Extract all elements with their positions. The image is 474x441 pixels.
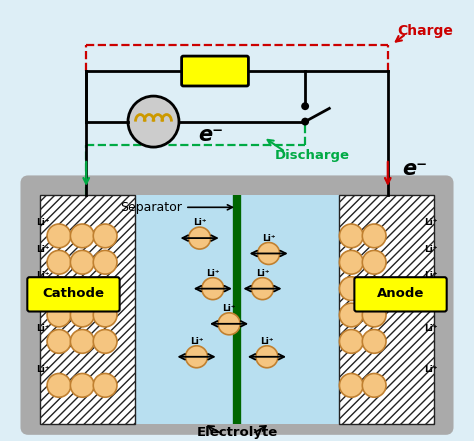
Circle shape xyxy=(93,250,117,274)
Circle shape xyxy=(70,277,94,300)
Circle shape xyxy=(47,250,71,274)
Circle shape xyxy=(218,313,240,335)
Circle shape xyxy=(301,118,309,126)
Circle shape xyxy=(70,329,94,353)
Text: Li⁺: Li⁺ xyxy=(262,234,275,243)
Text: Li⁺: Li⁺ xyxy=(425,271,438,280)
FancyBboxPatch shape xyxy=(182,56,248,86)
Text: Li⁺: Li⁺ xyxy=(36,297,49,306)
Circle shape xyxy=(362,303,386,327)
Text: Li⁺: Li⁺ xyxy=(222,304,236,313)
Circle shape xyxy=(339,277,363,300)
Circle shape xyxy=(93,224,117,248)
Bar xyxy=(339,195,434,424)
Circle shape xyxy=(93,374,117,397)
Text: Li⁺: Li⁺ xyxy=(36,366,49,374)
Text: Li⁺: Li⁺ xyxy=(36,245,49,254)
Circle shape xyxy=(70,224,94,248)
Text: Li⁺: Li⁺ xyxy=(256,269,269,278)
Text: Cathode: Cathode xyxy=(43,288,104,300)
Circle shape xyxy=(47,277,71,300)
Circle shape xyxy=(339,329,363,353)
Bar xyxy=(40,195,434,424)
Circle shape xyxy=(256,346,278,368)
Text: Discharge: Discharge xyxy=(274,149,349,162)
Text: Electrolyte: Electrolyte xyxy=(196,426,278,439)
Circle shape xyxy=(70,374,94,397)
Text: Li⁺: Li⁺ xyxy=(206,269,219,278)
Text: Separator: Separator xyxy=(120,201,232,214)
Text: e⁻: e⁻ xyxy=(198,125,223,145)
Circle shape xyxy=(362,250,386,274)
Circle shape xyxy=(47,329,71,353)
Text: Li⁺: Li⁺ xyxy=(425,366,438,374)
Circle shape xyxy=(70,250,94,274)
Circle shape xyxy=(185,346,208,368)
Text: Charge: Charge xyxy=(398,23,453,37)
Circle shape xyxy=(47,303,71,327)
Circle shape xyxy=(128,96,179,147)
Text: Li⁺: Li⁺ xyxy=(425,324,438,333)
Circle shape xyxy=(339,224,363,248)
Text: Li⁺: Li⁺ xyxy=(425,245,438,254)
Text: Li⁺: Li⁺ xyxy=(193,218,206,227)
Circle shape xyxy=(258,243,280,265)
Circle shape xyxy=(339,250,363,274)
Text: Li⁺: Li⁺ xyxy=(425,218,438,227)
Circle shape xyxy=(362,329,386,353)
Text: Li⁺: Li⁺ xyxy=(36,271,49,280)
Circle shape xyxy=(202,278,224,299)
Circle shape xyxy=(362,374,386,397)
Circle shape xyxy=(339,374,363,397)
Text: Li⁺: Li⁺ xyxy=(36,324,49,333)
Circle shape xyxy=(93,277,117,300)
Circle shape xyxy=(339,303,363,327)
Circle shape xyxy=(47,374,71,397)
Text: e⁻: e⁻ xyxy=(402,159,428,179)
FancyBboxPatch shape xyxy=(355,277,447,311)
Text: Li⁺: Li⁺ xyxy=(190,337,203,346)
Circle shape xyxy=(362,224,386,248)
Circle shape xyxy=(93,329,117,353)
Bar xyxy=(40,195,135,424)
Circle shape xyxy=(362,277,386,300)
Text: Anode: Anode xyxy=(377,288,424,300)
Circle shape xyxy=(301,102,309,110)
Text: Li⁺: Li⁺ xyxy=(260,337,273,346)
Circle shape xyxy=(93,303,117,327)
FancyBboxPatch shape xyxy=(27,277,119,311)
Text: Li⁺: Li⁺ xyxy=(425,297,438,306)
Circle shape xyxy=(189,227,210,249)
Circle shape xyxy=(70,303,94,327)
Text: Li⁺: Li⁺ xyxy=(36,218,49,227)
Circle shape xyxy=(252,278,273,299)
FancyBboxPatch shape xyxy=(23,178,451,432)
Circle shape xyxy=(47,224,71,248)
